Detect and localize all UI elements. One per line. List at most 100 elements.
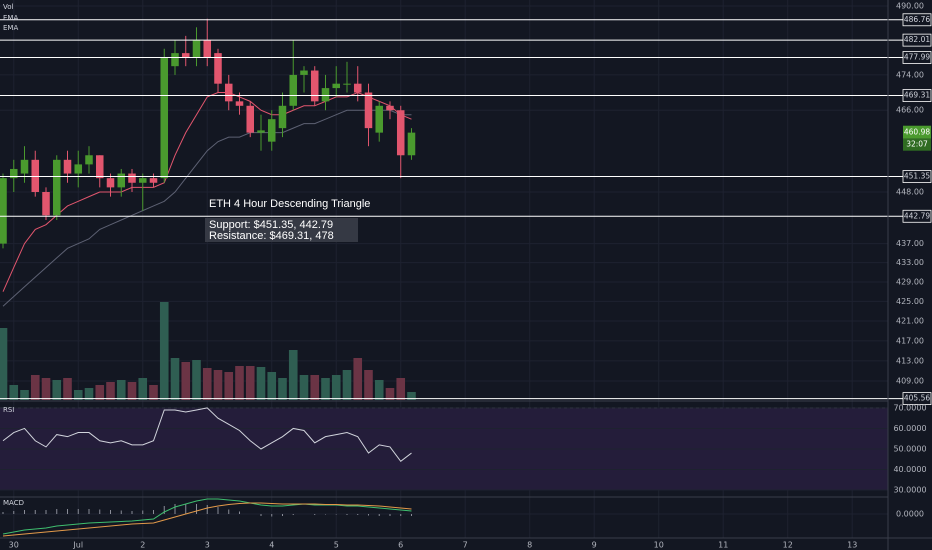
y-tick-label: 0.0000 bbox=[896, 510, 924, 519]
candle-body bbox=[332, 83, 341, 89]
volume-bar bbox=[116, 380, 126, 400]
x-tick-label: 7 bbox=[463, 541, 468, 550]
x-tick-label: 6 bbox=[398, 541, 403, 550]
volume-bar bbox=[20, 390, 29, 400]
volume-bar bbox=[9, 385, 19, 400]
volume-bar bbox=[0, 328, 8, 400]
volume-bar bbox=[299, 375, 309, 400]
x-tick-label: 2 bbox=[140, 541, 145, 550]
x-tick-label: Jul bbox=[72, 541, 83, 550]
volume-bar bbox=[353, 358, 363, 400]
volume-bar bbox=[41, 378, 51, 400]
annotation-text: Support: $451.35, 442.79 bbox=[209, 219, 333, 231]
macd-line bbox=[2, 498, 412, 535]
candle-body bbox=[31, 159, 40, 192]
level-label: 469.31 bbox=[904, 91, 930, 100]
candle-body bbox=[214, 53, 222, 84]
volume-bar bbox=[385, 388, 395, 400]
x-tick-label: 5 bbox=[334, 541, 339, 550]
candle-body bbox=[160, 57, 169, 179]
volume-bar bbox=[235, 366, 244, 400]
volume-bar bbox=[267, 372, 277, 400]
price-tag bbox=[903, 125, 931, 139]
volume-bar bbox=[73, 390, 83, 400]
volume-bar bbox=[149, 385, 158, 400]
volume-bar bbox=[288, 350, 298, 400]
volume-bar bbox=[30, 375, 40, 400]
y-tick-label: 421.00 bbox=[896, 317, 924, 326]
x-tick-label: 10 bbox=[654, 541, 664, 550]
y-tick-label: 433.00 bbox=[896, 258, 924, 267]
candle-body bbox=[192, 40, 201, 58]
volume-bar bbox=[310, 375, 320, 400]
y-tick-label: 437.00 bbox=[896, 239, 924, 248]
level-label: 482.01 bbox=[904, 35, 930, 44]
volume-bar bbox=[407, 392, 416, 400]
x-tick-label: 11 bbox=[718, 541, 728, 550]
volume-bar bbox=[321, 378, 330, 400]
candle-body bbox=[375, 105, 383, 133]
candle-body bbox=[343, 83, 351, 85]
volume-bar bbox=[192, 360, 201, 400]
volume-bar bbox=[181, 362, 191, 400]
candle-body bbox=[149, 178, 158, 183]
candle-body bbox=[289, 74, 298, 106]
candle-body bbox=[353, 83, 362, 93]
volume-bar bbox=[342, 370, 352, 400]
volume-bar bbox=[138, 378, 148, 400]
y-tick-label: 448.00 bbox=[896, 187, 924, 196]
level-label: 405.56 bbox=[904, 394, 930, 403]
macd-line bbox=[2, 502, 412, 537]
rsi-line bbox=[2, 407, 412, 462]
candle-body bbox=[203, 40, 212, 58]
candle-body bbox=[128, 173, 136, 183]
panel-title: RSI bbox=[3, 406, 14, 414]
level-tag bbox=[902, 170, 932, 183]
candle-body bbox=[74, 164, 83, 174]
annotation-title: ETH 4 Hour Descending Triangle bbox=[209, 198, 370, 210]
candle-body bbox=[224, 83, 233, 102]
volume-bar bbox=[106, 382, 115, 400]
y-tick-label: 60.0000 bbox=[893, 424, 926, 433]
candle-body bbox=[9, 168, 18, 179]
y-tick-label: 417.00 bbox=[896, 336, 924, 345]
level-tag bbox=[902, 209, 932, 223]
legend-entry: EMA bbox=[3, 14, 18, 22]
volume-bar bbox=[84, 388, 94, 400]
candle-body bbox=[278, 105, 287, 129]
candle-body bbox=[181, 53, 190, 58]
volume-bar bbox=[127, 382, 137, 400]
volume-bar bbox=[278, 378, 287, 400]
x-tick-label: 30 bbox=[9, 541, 19, 550]
candle-body bbox=[257, 130, 265, 133]
candle-body bbox=[20, 159, 29, 174]
x-tick-label: 4 bbox=[269, 541, 274, 550]
candle-body bbox=[85, 155, 93, 165]
y-tick-label: 30.0000 bbox=[893, 486, 926, 495]
candle-body bbox=[321, 88, 330, 102]
candle-body bbox=[407, 132, 416, 156]
candle-body bbox=[95, 155, 104, 179]
candle-body bbox=[171, 53, 179, 67]
volume-bar bbox=[52, 380, 62, 400]
panel-title: MACD bbox=[3, 499, 24, 507]
candle-body bbox=[117, 173, 126, 188]
volume-bar bbox=[170, 358, 180, 400]
candle-body bbox=[246, 105, 255, 133]
x-tick-label: 9 bbox=[592, 541, 597, 550]
candle-body bbox=[396, 110, 405, 156]
y-tick-label: 425.00 bbox=[896, 297, 924, 306]
y-tick-label: 409.00 bbox=[896, 377, 924, 386]
level-label: 442.79 bbox=[904, 211, 930, 220]
x-tick-label: 13 bbox=[847, 541, 857, 550]
candle-body bbox=[0, 178, 7, 244]
countdown-tag bbox=[903, 138, 931, 151]
volume-bar bbox=[159, 302, 169, 400]
y-tick-label: 474.00 bbox=[896, 70, 924, 79]
x-tick-label: 12 bbox=[783, 541, 793, 550]
x-tick-label: 8 bbox=[527, 541, 532, 550]
x-tick-label: 3 bbox=[205, 541, 210, 550]
y-tick-label: 50.0000 bbox=[893, 444, 926, 453]
level-tag bbox=[902, 89, 932, 102]
